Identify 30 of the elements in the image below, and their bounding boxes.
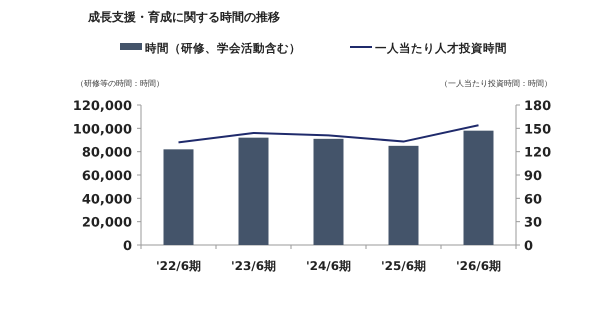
y-tick-label: 100,000 [72, 122, 132, 138]
y-tick-label: 20,000 [82, 216, 132, 231]
line-series [178, 124, 480, 144]
x-tick-label: '24/6期 [306, 259, 352, 273]
chart-title: 成長支援・育成に関する時間の推移 [87, 10, 280, 24]
y2-tick-label: 150 [524, 122, 552, 138]
y-tick-label: 80,000 [82, 146, 132, 161]
x-tick-label: '25/6期 [380, 259, 426, 273]
bar [464, 130, 494, 245]
bar [238, 138, 268, 245]
y-tick-label: 40,000 [82, 192, 132, 208]
y2-tick-label: 60 [524, 192, 542, 208]
y2-tick-label: 90 [524, 169, 542, 184]
x-tick-label: '23/6期 [230, 259, 276, 273]
y2-axis-title: （一人当たり投資時間：時間） [440, 79, 552, 88]
y2-tick-label: 120 [524, 146, 552, 161]
y2-tick-label: 0 [524, 239, 534, 254]
y-tick-label: 0 [122, 239, 132, 254]
y-tick-label: 120,000 [72, 99, 132, 114]
x-tick-label: '26/6期 [456, 259, 502, 273]
legend-label: 時間（研修、学会活動含む） [145, 41, 301, 55]
legend-label: 一人当たり人才投資時間 [375, 41, 507, 55]
bar [164, 149, 194, 245]
bar [388, 146, 418, 245]
bar [314, 138, 344, 245]
y-tick-label: 60,000 [82, 169, 132, 184]
y2-tick-label: 30 [524, 216, 542, 231]
y2-tick-label: 180 [524, 99, 552, 114]
y-axis-title: （研修等の時間：時間） [76, 79, 164, 88]
x-tick-label: '22/6期 [156, 259, 202, 273]
